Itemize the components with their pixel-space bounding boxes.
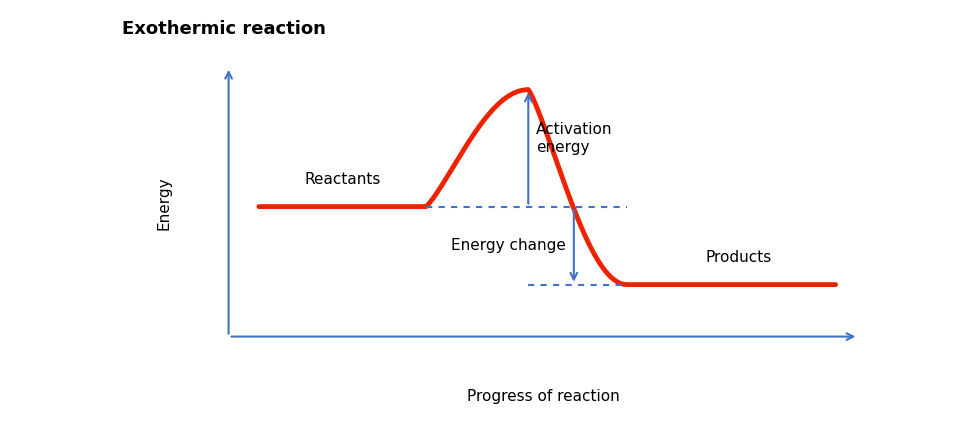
Text: Energy: Energy <box>156 176 171 230</box>
Text: Reactants: Reactants <box>304 172 380 187</box>
Text: Exothermic reaction: Exothermic reaction <box>122 20 326 38</box>
Text: Energy change: Energy change <box>451 238 565 253</box>
Text: Products: Products <box>705 250 772 265</box>
Text: Activation
energy: Activation energy <box>535 122 612 154</box>
Text: Progress of reaction: Progress of reaction <box>467 389 619 403</box>
